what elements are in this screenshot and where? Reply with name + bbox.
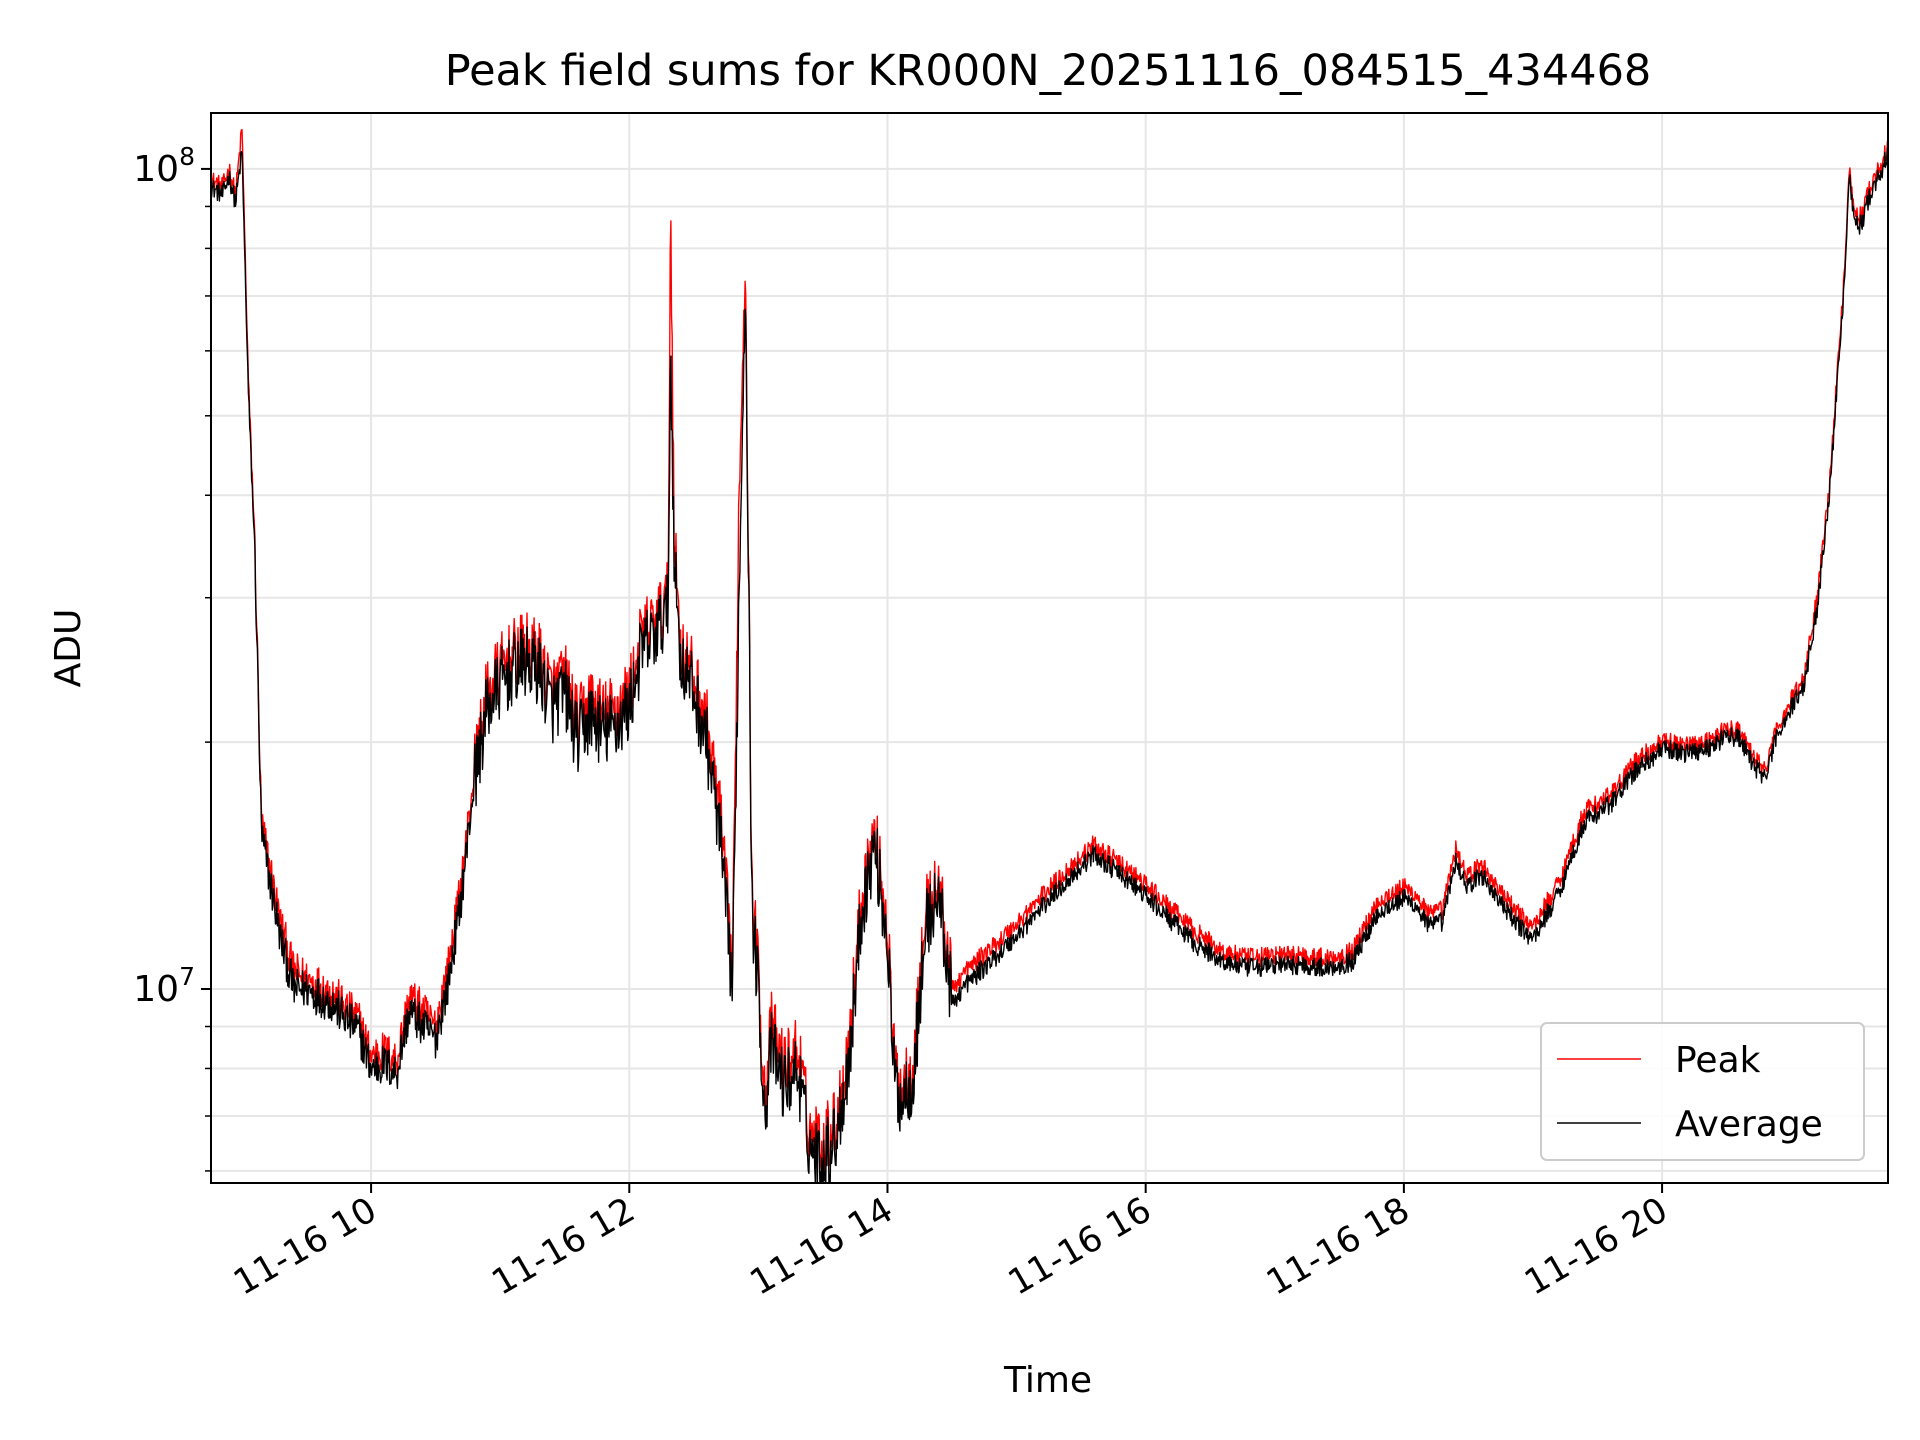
plot-lines (211, 128, 1888, 1183)
y-tick-label: 107 (133, 962, 195, 1010)
plot-frame (210, 112, 1889, 1184)
series-line-average (211, 147, 1888, 1183)
chart-title: Peak field sums for KR000N_20251116_0845… (445, 46, 1652, 96)
legend: Peak Average (1540, 1022, 1865, 1161)
legend-label-peak: Peak (1675, 1040, 1761, 1081)
y-axis-label: ADU (48, 609, 89, 688)
y-tick-label: 108 (133, 142, 195, 190)
legend-box (1540, 1022, 1865, 1161)
legend-label-average: Average (1675, 1104, 1823, 1145)
x-axis-label: Time (1003, 1360, 1092, 1401)
grid (211, 113, 1888, 1183)
y-axis-ticks: 107 108 (133, 142, 211, 1172)
